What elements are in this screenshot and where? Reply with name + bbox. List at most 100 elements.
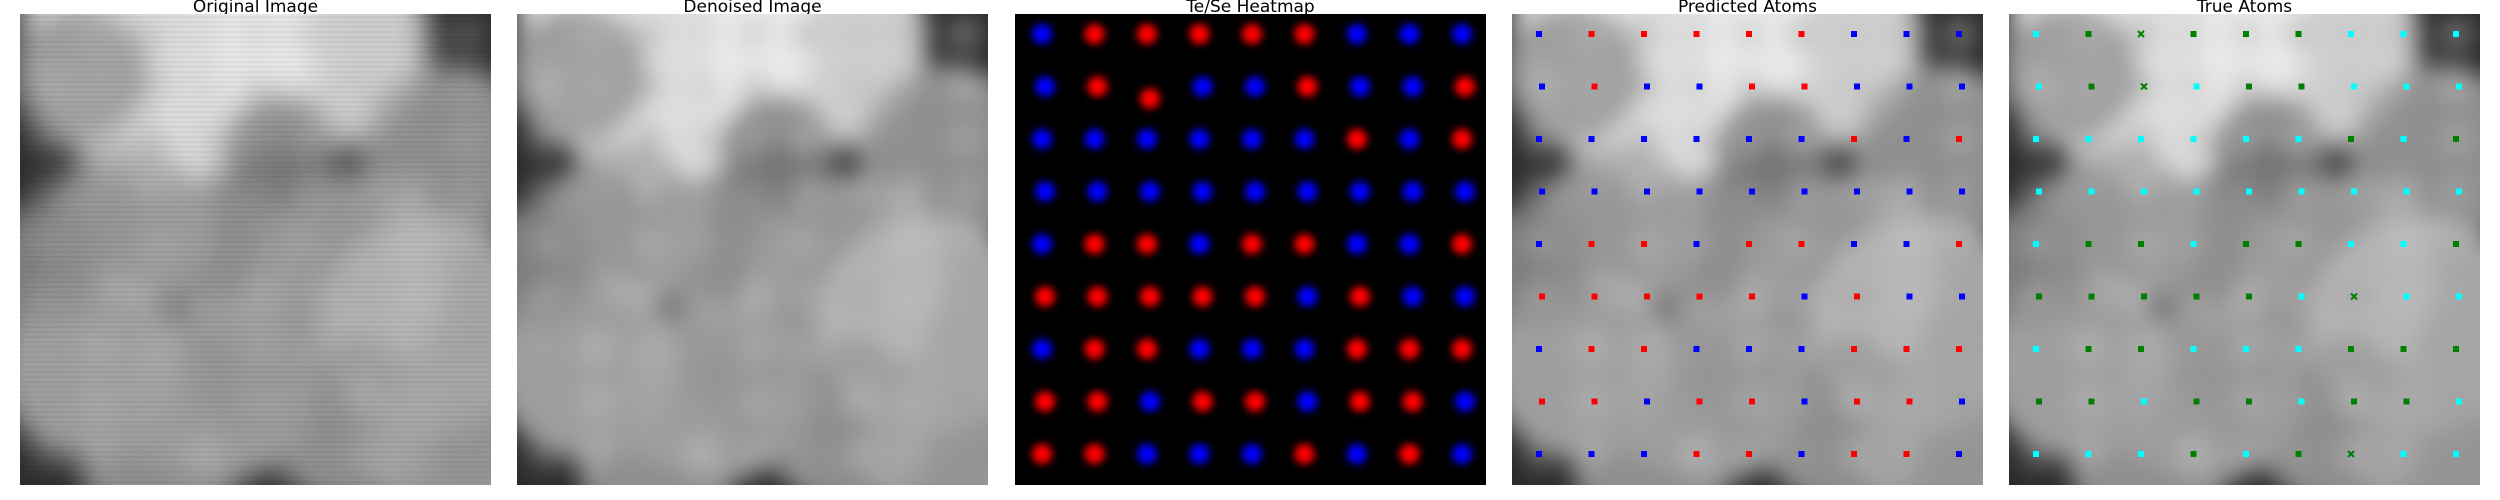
atom-intensity	[291, 226, 328, 262]
atom-intensity	[344, 331, 380, 367]
se-heat-spot	[1189, 444, 1210, 464]
se-heat-spot	[1087, 181, 1108, 202]
se-heat-spot	[1140, 181, 1160, 202]
predicted-se-atom	[1851, 241, 1857, 247]
atom-intensity	[396, 121, 433, 157]
true-green-atom	[2348, 136, 2354, 142]
atom-intensity	[29, 436, 65, 472]
se-heat-spot	[1294, 339, 1315, 359]
se-heat-spot	[1035, 181, 1055, 202]
true-cyan-atom	[2246, 188, 2252, 195]
atom-intensity	[946, 436, 982, 472]
atom-intensity	[344, 226, 380, 262]
true-cyan-atom	[2243, 136, 2249, 142]
predicted-te-atom	[1801, 83, 1808, 90]
atom-intensity	[526, 331, 562, 367]
atom-intensity	[134, 173, 170, 210]
true-cyan-atom	[2295, 136, 2302, 142]
true-green-atom	[2088, 293, 2095, 300]
atom-intensity	[396, 173, 433, 210]
atom-intensity	[449, 436, 485, 472]
atom-intensity	[946, 278, 982, 315]
predicted-se-atom	[1588, 451, 1595, 457]
atom-intensity	[344, 68, 380, 105]
true-cyan-atom	[2400, 241, 2407, 247]
te-heat-spot	[1452, 129, 1472, 149]
true-cyan-atom	[2138, 136, 2144, 142]
true-green-atom	[2298, 83, 2305, 90]
atom-intensity	[631, 173, 667, 210]
true-cyan-atom	[2141, 398, 2147, 405]
true-cyan-atom	[2403, 293, 2410, 300]
atom-intensity	[893, 173, 930, 210]
true-green-atom	[2190, 451, 2197, 457]
predicted-te-atom	[1644, 293, 1650, 300]
predicted-te-atom	[1956, 346, 1962, 352]
atom-intensity	[186, 173, 223, 210]
true-cyan-atom	[2403, 188, 2410, 195]
atom-intensity	[578, 121, 615, 157]
te-heat-spot	[1242, 234, 1262, 254]
te-heat-spot	[1192, 391, 1213, 412]
atom-intensity	[2333, 278, 2369, 315]
se-heat-spot	[1137, 444, 1157, 464]
predicted-se-atom	[1536, 346, 1542, 352]
predicted-se-atom	[1693, 241, 1700, 247]
atom-intensity	[291, 173, 328, 210]
predicted-te-atom	[1956, 136, 1962, 142]
true-cyan-atom	[2400, 136, 2407, 142]
se-heat-spot	[1402, 181, 1423, 202]
se-heat-spot	[1242, 444, 1262, 464]
atom-intensity	[29, 16, 65, 52]
true-cyan-atom	[2348, 241, 2354, 247]
true-atoms-image	[2009, 14, 2480, 485]
atom-intensity	[893, 436, 930, 472]
atom-intensity	[683, 383, 720, 420]
atom-intensity	[788, 121, 825, 157]
predicted-se-atom	[1959, 293, 1965, 300]
atom-intensity	[736, 331, 772, 367]
true-cyan-atom	[2036, 83, 2042, 90]
true-green-atom	[2085, 346, 2092, 352]
atom-intensity	[2123, 68, 2159, 105]
true-cyan-atom	[2453, 451, 2459, 457]
true-green-atom	[2138, 241, 2144, 247]
true-green-atom	[2036, 398, 2042, 405]
atom-intensity	[788, 68, 825, 105]
te-heat-spot	[1452, 234, 1472, 254]
atom-intensity	[683, 331, 720, 367]
atom-intensity	[239, 16, 275, 52]
predicted-se-atom	[1854, 83, 1860, 90]
predicted-atoms-image	[1512, 14, 1983, 485]
atom-intensity	[81, 436, 118, 472]
atom-intensity	[736, 121, 772, 157]
atom-intensity	[841, 68, 877, 105]
true-green-atom	[2400, 346, 2407, 352]
predicted-se-atom	[1798, 346, 1805, 352]
se-heat-spot	[1297, 391, 1318, 412]
atom-intensity	[578, 68, 615, 105]
atom-intensity	[631, 226, 667, 262]
predicted-te-atom	[1539, 293, 1545, 300]
predicted-te-atom	[1956, 241, 1962, 247]
predicted-se-atom	[1588, 136, 1595, 142]
original-image	[20, 14, 491, 485]
true-cyan-atom	[2351, 83, 2357, 90]
predicted-te-atom	[1591, 398, 1598, 405]
true-cyan-atom	[2400, 451, 2407, 457]
atom-intensity	[578, 436, 615, 472]
atom-intensity	[526, 68, 562, 105]
atom-intensity	[134, 16, 170, 52]
true-cyan-atom	[2033, 451, 2039, 457]
te-heat-spot	[1032, 444, 1052, 464]
atom-intensity	[344, 278, 380, 315]
te-heat-spot	[1087, 76, 1108, 97]
atom-intensity	[29, 173, 65, 210]
atom-intensity	[396, 68, 433, 105]
predicted-te-atom	[1746, 241, 1752, 247]
te-heat-spot	[1455, 76, 1475, 97]
atom-intensity	[631, 68, 667, 105]
te-heat-spot	[1399, 339, 1420, 359]
predicted-se-atom	[1959, 188, 1965, 195]
te-heat-spot	[1245, 286, 1265, 307]
